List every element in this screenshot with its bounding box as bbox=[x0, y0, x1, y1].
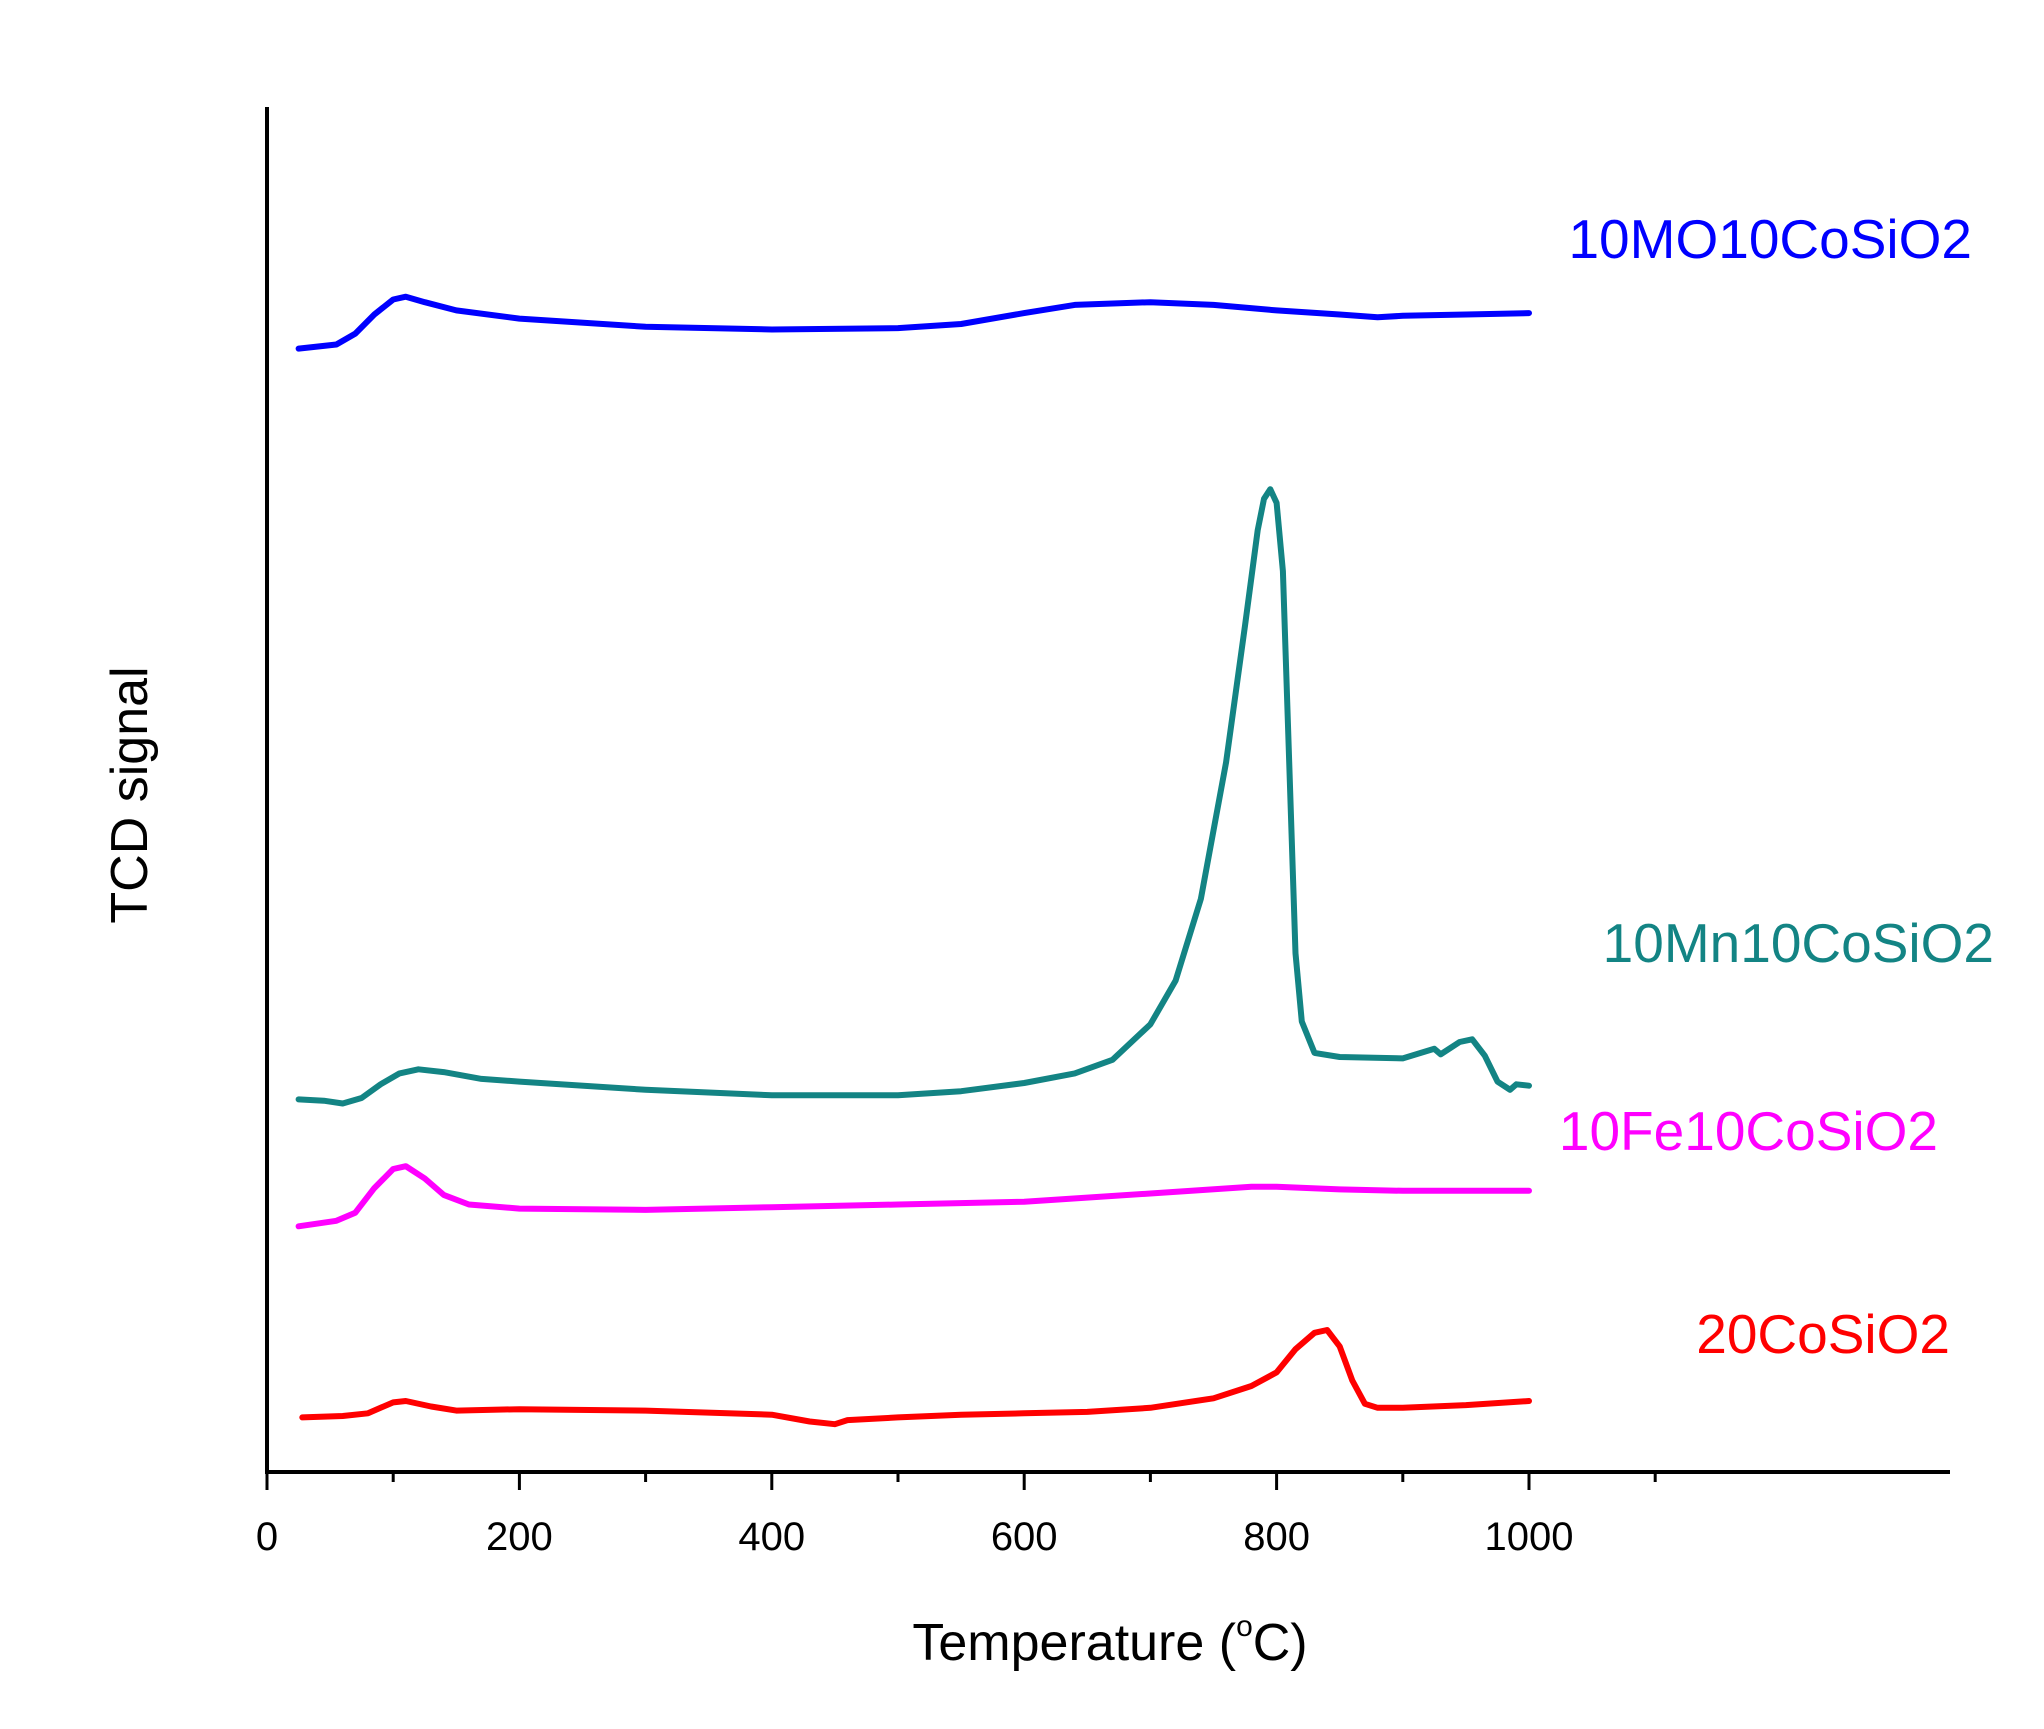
series-label-10Mn10CoSiO2: 10Mn10CoSiO2 bbox=[1603, 912, 1994, 974]
series-group bbox=[295, 293, 1532, 1428]
series-line-20CoSiO2 bbox=[299, 1327, 1532, 1428]
x-tick-label: 600 bbox=[991, 1515, 1058, 1559]
x-axis-title-degree: o bbox=[1236, 1610, 1253, 1643]
series-labels: 10MO10CoSiO2 10Mn10CoSiO2 10Fe10CoSiO2 20Co… bbox=[1559, 208, 1994, 1365]
series-line-10Mn10CoSiO2 bbox=[295, 486, 1532, 1107]
x-axis-title-unit: C) bbox=[1253, 1614, 1308, 1672]
series-line-10Fe10CoSiO2 bbox=[295, 1163, 1532, 1230]
x-tick-label: 800 bbox=[1243, 1515, 1310, 1559]
x-tick-label: 400 bbox=[738, 1515, 805, 1559]
x-tick-label: 0 bbox=[256, 1515, 278, 1559]
x-axis-title-main: Temperature ( bbox=[912, 1614, 1236, 1672]
x-axis-title: Temperature (oC) bbox=[912, 1610, 1307, 1672]
series-label-20CoSiO2: 20CoSiO2 bbox=[1696, 1303, 1950, 1365]
series-label-10Fe10CoSiO2: 10Fe10CoSiO2 bbox=[1559, 1100, 1938, 1162]
y-axis-title: TCD signal bbox=[101, 666, 159, 923]
x-ticks: 0 200 400 600 800 1000 bbox=[256, 1472, 1657, 1559]
x-tick-label: 1000 bbox=[1485, 1515, 1574, 1559]
axes bbox=[265, 107, 1950, 1474]
series-line-10MO10CoSiO2 bbox=[295, 293, 1532, 352]
series-label-10MO10CoSiO2: 10MO10CoSiO2 bbox=[1568, 208, 1972, 270]
x-tick-label: 200 bbox=[486, 1515, 553, 1559]
